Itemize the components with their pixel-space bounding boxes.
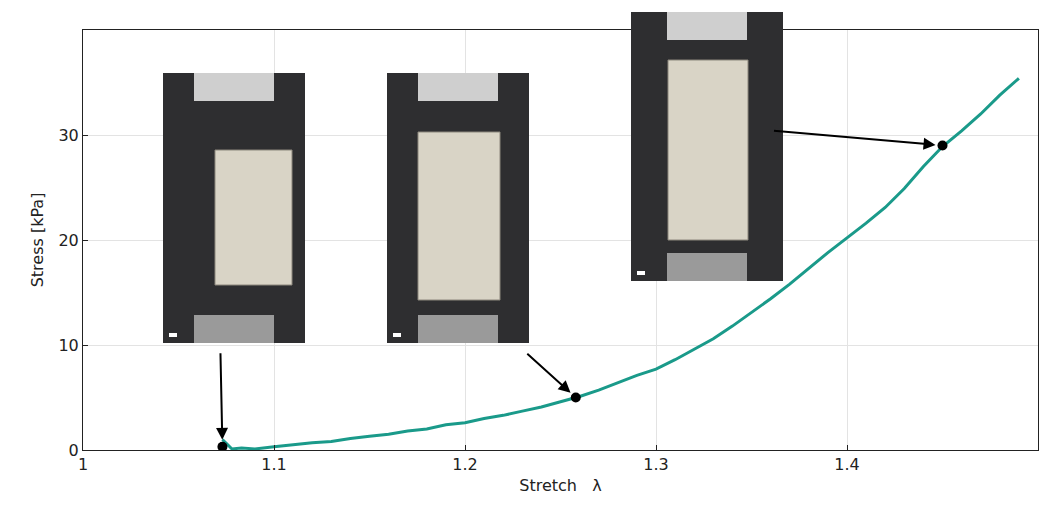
svg-text:1.1: 1.1: [261, 455, 286, 474]
svg-text:Stretch λ: Stretch λ: [519, 476, 601, 495]
svg-text:10: 10: [58, 336, 78, 355]
svg-text:0: 0: [69, 441, 79, 460]
svg-text:1.3: 1.3: [643, 455, 668, 474]
svg-text:1.4: 1.4: [834, 455, 859, 474]
svg-text:Stress [kPa]: Stress [kPa]: [28, 193, 47, 288]
svg-text:1.2: 1.2: [452, 455, 477, 474]
svg-text:20: 20: [58, 231, 78, 250]
svg-text:1: 1: [78, 455, 88, 474]
svg-text:30: 30: [58, 126, 78, 145]
